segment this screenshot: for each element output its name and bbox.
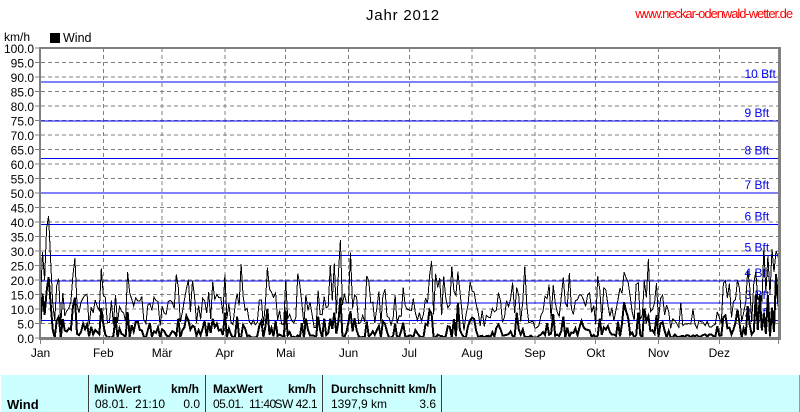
svg-text:5 Bft: 5 Bft: [745, 241, 770, 255]
svg-text:80.0: 80.0: [11, 100, 35, 114]
svg-text:10 Bft: 10 Bft: [745, 67, 777, 81]
svg-text:65.0: 65.0: [11, 144, 35, 158]
svg-text:30.0: 30.0: [11, 245, 35, 259]
svg-text:75.0: 75.0: [11, 115, 35, 129]
svg-text:40.0: 40.0: [11, 216, 35, 230]
svg-text:Okt: Okt: [586, 346, 605, 360]
svg-text:95.0: 95.0: [11, 57, 35, 71]
svg-text:85.0: 85.0: [11, 86, 35, 100]
svg-text:Mai: Mai: [276, 346, 295, 360]
svg-text:Sep: Sep: [524, 346, 546, 360]
svg-text:5.0: 5.0: [17, 318, 34, 332]
svg-text:70.0: 70.0: [11, 129, 35, 143]
svg-text:100.0: 100.0: [4, 42, 34, 56]
svg-text:Jan: Jan: [31, 346, 50, 360]
svg-text:Aug: Aug: [461, 346, 482, 360]
svg-text:10.0: 10.0: [11, 303, 35, 317]
svg-text:90.0: 90.0: [11, 71, 35, 85]
svg-text:20.0: 20.0: [11, 274, 35, 288]
svg-text:Jun: Jun: [339, 346, 358, 360]
svg-text:8 Bft: 8 Bft: [745, 144, 770, 158]
svg-text:Feb: Feb: [93, 346, 114, 360]
svg-text:0.0: 0.0: [17, 332, 34, 346]
svg-text:Dez: Dez: [709, 346, 730, 360]
svg-text:Mär: Mär: [152, 346, 173, 360]
svg-text:Jul: Jul: [402, 346, 417, 360]
svg-text:Apr: Apr: [216, 346, 235, 360]
svg-text:55.0: 55.0: [11, 173, 35, 187]
svg-text:45.0: 45.0: [11, 202, 35, 216]
svg-text:50.0: 50.0: [11, 187, 35, 201]
svg-text:15.0: 15.0: [11, 289, 35, 303]
svg-text:6 Bft: 6 Bft: [745, 209, 770, 223]
svg-text:Nov: Nov: [648, 346, 669, 360]
svg-text:7 Bft: 7 Bft: [745, 178, 770, 192]
svg-text:60.0: 60.0: [11, 158, 35, 172]
svg-text:35.0: 35.0: [11, 231, 35, 245]
svg-text:9 Bft: 9 Bft: [745, 106, 770, 120]
svg-text:25.0: 25.0: [11, 260, 35, 274]
